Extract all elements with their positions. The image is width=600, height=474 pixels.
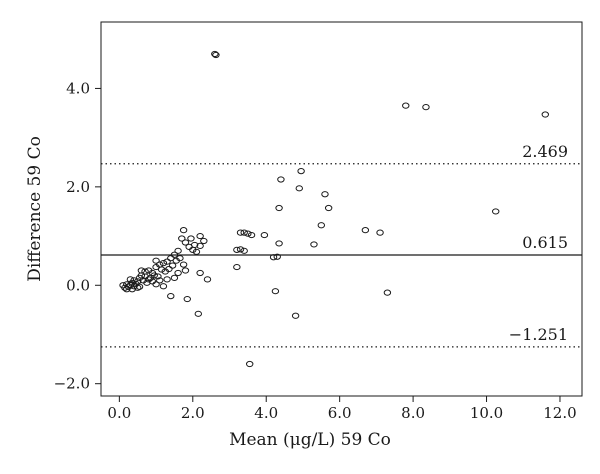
data-point xyxy=(240,229,248,236)
data-point xyxy=(192,248,201,255)
y-tick-label: −2.0 xyxy=(54,375,90,393)
data-point xyxy=(211,50,219,58)
data-point xyxy=(123,286,131,293)
data-point xyxy=(247,231,256,239)
data-point xyxy=(152,257,160,264)
data-point xyxy=(170,251,179,258)
data-point xyxy=(297,168,305,175)
y-axis-title: Difference 59 Co xyxy=(25,136,45,282)
data-point xyxy=(260,231,269,239)
data-point xyxy=(291,312,300,319)
reference-line-label: 2.469 xyxy=(522,142,568,161)
x-tick-label: 6.0 xyxy=(328,404,352,422)
data-point xyxy=(317,222,326,229)
reference-lines: 2.469 0.615 −1.251 xyxy=(101,142,582,348)
y-axis: −2.0 0.0 2.0 4.0 xyxy=(54,79,101,393)
data-point xyxy=(383,289,392,296)
data-point xyxy=(196,269,204,277)
data-point xyxy=(402,102,410,109)
data-point xyxy=(194,310,203,317)
data-point xyxy=(295,185,303,192)
data-point xyxy=(165,265,173,273)
reference-line-label: 0.615 xyxy=(522,233,568,252)
data-point xyxy=(135,283,144,290)
data-point xyxy=(361,227,370,234)
y-tick-label: 0.0 xyxy=(66,276,90,294)
data-point xyxy=(189,246,197,253)
data-point xyxy=(150,272,158,279)
data-point xyxy=(159,283,168,290)
data-point xyxy=(269,254,278,261)
data-point xyxy=(176,255,184,262)
data-point xyxy=(212,51,220,59)
data-point xyxy=(240,247,248,254)
data-point xyxy=(170,274,179,281)
x-axis-title: Mean (μg/L) 59 Co xyxy=(229,430,391,450)
data-point xyxy=(178,235,186,242)
data-point xyxy=(246,360,254,368)
x-tick-label: 10.0 xyxy=(470,404,503,422)
data-point xyxy=(168,262,177,269)
data-point xyxy=(181,239,190,246)
data-point xyxy=(275,204,283,212)
data-point xyxy=(174,269,182,277)
data-point xyxy=(321,191,329,198)
data-point xyxy=(152,281,160,288)
data-point xyxy=(126,276,135,283)
data-point xyxy=(179,261,188,268)
data-point xyxy=(196,232,204,240)
data-point xyxy=(275,240,283,247)
data-point xyxy=(154,273,162,280)
data-point xyxy=(376,229,384,236)
data-point xyxy=(119,282,127,289)
data-point xyxy=(183,295,191,303)
data-point xyxy=(181,267,190,274)
data-point xyxy=(137,267,146,274)
x-axis: 0.0 2.0 4.0 6.0 8.0 10.0 12.0 xyxy=(107,396,577,422)
data-point xyxy=(200,237,208,245)
data-point xyxy=(163,276,171,283)
data-point xyxy=(156,277,164,284)
plot-frame xyxy=(100,21,583,397)
data-point xyxy=(492,208,500,215)
data-point xyxy=(310,241,318,248)
data-point xyxy=(128,286,136,293)
x-tick-label: 12.0 xyxy=(543,404,576,422)
data-point xyxy=(277,176,285,183)
data-point xyxy=(244,230,252,237)
x-tick-label: 4.0 xyxy=(254,404,278,422)
x-tick-label: 2.0 xyxy=(181,404,205,422)
x-tick-label: 0.0 xyxy=(107,404,131,422)
data-point xyxy=(130,277,138,284)
data-point xyxy=(179,227,188,234)
data-point xyxy=(157,266,166,273)
data-point xyxy=(271,288,280,295)
data-point xyxy=(233,263,241,271)
data-point xyxy=(422,104,430,111)
data-point xyxy=(541,111,549,118)
data-points xyxy=(119,50,549,368)
data-point xyxy=(145,267,153,274)
data-point xyxy=(203,276,212,283)
data-point xyxy=(236,229,245,236)
data-point xyxy=(273,253,281,260)
data-point xyxy=(187,235,195,242)
data-point xyxy=(159,260,168,267)
x-tick-label: 8.0 xyxy=(401,404,425,422)
data-point xyxy=(174,247,182,254)
data-point xyxy=(145,276,153,283)
y-tick-label: 2.0 xyxy=(66,178,90,196)
data-point xyxy=(233,246,241,253)
y-tick-label: 4.0 xyxy=(66,79,90,97)
data-point xyxy=(324,204,333,212)
reference-line-label: −1.251 xyxy=(509,325,568,344)
data-point xyxy=(163,258,171,265)
data-point xyxy=(167,293,175,300)
data-point xyxy=(236,246,245,253)
data-point xyxy=(196,242,204,250)
